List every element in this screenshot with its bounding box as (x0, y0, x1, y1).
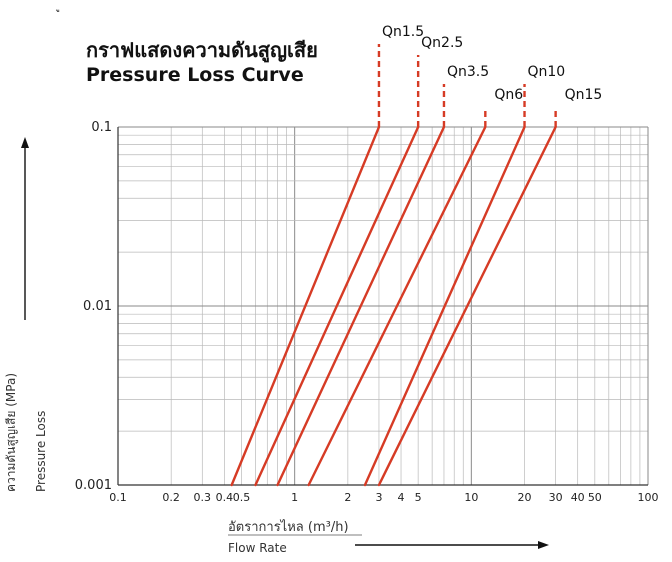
series-line (377, 125, 557, 487)
x-tick-label: 50 (588, 491, 602, 504)
y-tick-label: 0.1 (91, 120, 112, 135)
x-tick-label: 40 (571, 491, 585, 504)
series-label: Qn2.5 (421, 35, 463, 51)
x-tick-label: 5 (415, 491, 422, 504)
x-tick-label: 20 (518, 491, 532, 504)
x-tick-label: 4 (398, 491, 405, 504)
x-tick-label: 0.5 (233, 491, 251, 504)
y-tick-label: 0.001 (75, 478, 112, 493)
x-tick-label: 100 (638, 491, 659, 504)
series-line (307, 125, 487, 487)
x-tick-label: 0.2 (162, 491, 180, 504)
series-label: Qn10 (528, 64, 566, 80)
x-axis-label-english: Flow Rate (228, 541, 287, 555)
x-tick-label: 0.3 (194, 491, 212, 504)
x-tick-label: 1 (291, 491, 298, 504)
chart-title-english: Pressure Loss Curve (86, 64, 304, 86)
series-line (276, 125, 446, 487)
chart-axes (117, 126, 649, 486)
series-label: Qn15 (565, 87, 603, 103)
x-axis-label-thai: อัตราการไหล (m³/h) (228, 520, 349, 535)
y-axis-label-group: ความดันสูญเสีย (MPa) Pressure Loss (0, 0, 60, 562)
axis-arrows (21, 137, 549, 549)
y-tick-label: 0.01 (83, 299, 112, 314)
series-line (230, 125, 381, 487)
x-tick-label: 30 (549, 491, 563, 504)
y-axis-label-thai: ความดันสูญเสีย (MPa) (4, 373, 18, 492)
x-tick-label: 3 (375, 491, 382, 504)
series-label: Qn3.5 (447, 64, 489, 80)
chart-tick-labels: 0.1 0.2 0.3 0.4 0.5 1 2 3 4 5 10 20 30 40 50 1000.0010.… (75, 120, 659, 504)
x-tick-label: 10 (464, 491, 478, 504)
x-tick-label: 0.4 (216, 491, 234, 504)
y-axis-label-english: Pressure Loss (34, 410, 48, 492)
chart-grid (117, 127, 648, 486)
x-tick-label: 2 (344, 491, 351, 504)
series-label: Qn1.5 (382, 24, 424, 40)
arrow-up-icon (21, 137, 29, 148)
series-line (254, 125, 420, 487)
series-line (363, 125, 526, 487)
chart-title-thai: กราฟแสดงความดันสูญเสีย (86, 38, 318, 62)
x-tick-label: 0.1 (109, 491, 127, 504)
arrow-right-icon (538, 541, 549, 549)
series-label: Qn6 (494, 87, 523, 103)
chart-series (230, 44, 557, 487)
